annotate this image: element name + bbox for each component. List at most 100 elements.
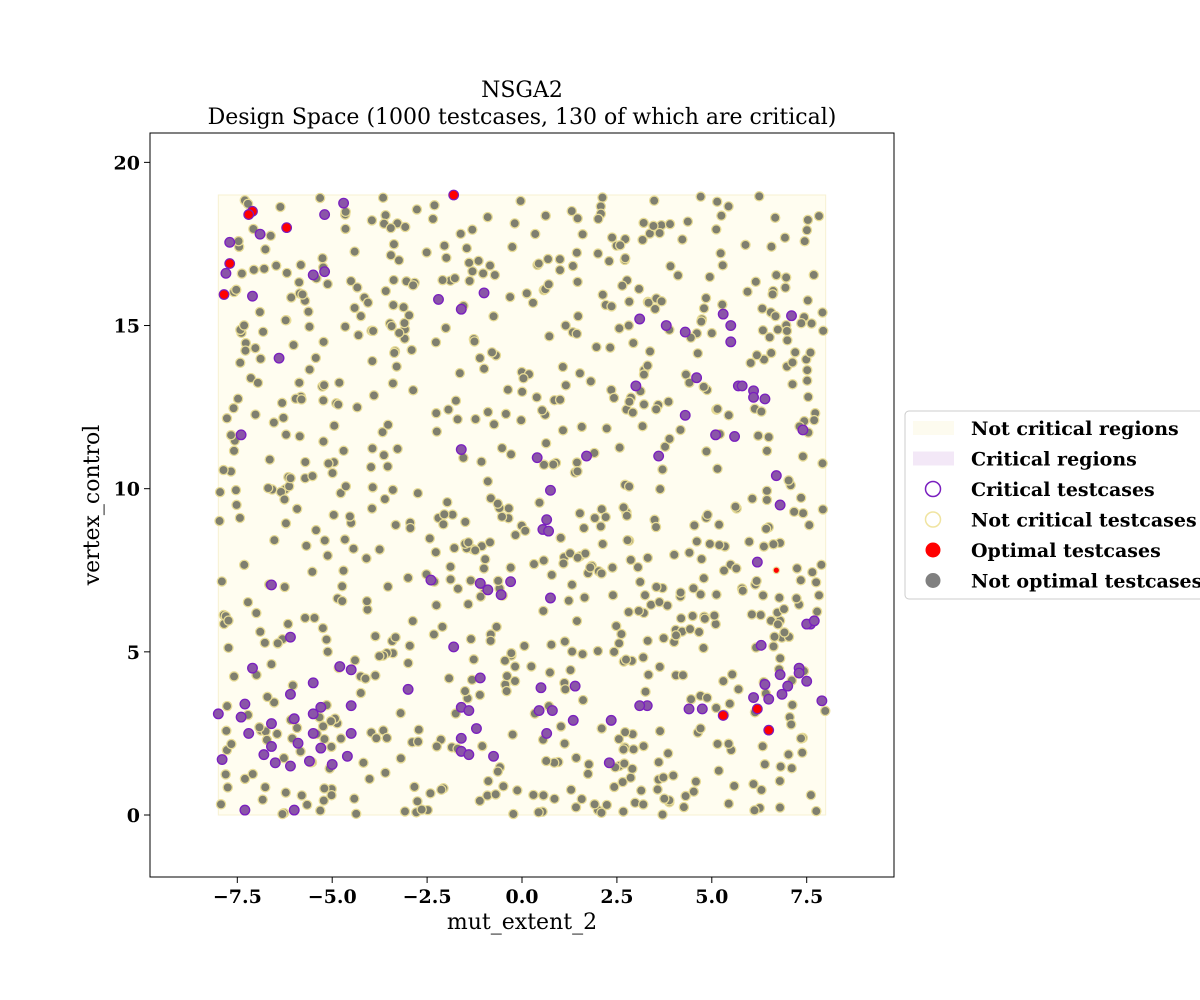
testcase-point [454,367,466,379]
testcase-point [529,228,541,240]
testcase-point [654,725,666,737]
testcase-point [374,544,385,555]
critical-testcase-point [266,579,277,591]
testcase-point [618,806,629,817]
testcase-point [473,255,484,267]
testcase-point [322,646,334,657]
testcase-point [770,310,781,322]
testcase-point [437,274,448,286]
testcase-point [526,661,537,672]
testcase-point [775,761,786,772]
testcase-point [572,213,583,224]
testcase-point [344,511,356,522]
testcase-point [515,414,527,426]
testcase-point [782,335,793,346]
testcase-point [589,512,601,524]
testcase-point [321,634,332,645]
critical-testcase-point [455,303,467,315]
critical-testcase-point [303,755,315,767]
testcase-point [752,430,764,441]
testcase-point [502,384,514,395]
testcase-point [242,596,254,608]
testcase-point [280,315,291,326]
testcase-point [282,618,294,630]
testcase-point [737,585,749,597]
testcase-point [300,456,311,468]
testcase-point [318,795,330,806]
testcase-point [271,728,283,740]
testcase-point [317,721,329,732]
testcase-point [366,503,378,514]
testcase-point [483,775,494,787]
critical-testcase-point [345,664,357,676]
testcase-point [763,431,774,443]
critical-testcase-point [634,313,646,325]
testcase-point [406,344,417,356]
testcase-point [813,590,825,601]
critical-testcase-point [605,714,617,726]
chart-title: NSGA2 [481,78,563,103]
testcase-point [296,790,308,801]
critical-testcase-point [433,293,444,305]
testcase-point [764,332,775,343]
testcase-point [228,445,240,457]
testcase-point [546,569,558,581]
testcase-point [791,593,802,604]
testcase-point [367,355,378,367]
testcase-point [221,725,232,737]
testcase-point [318,395,329,406]
critical-testcase-point [307,727,319,739]
critical-testcase-point [239,804,251,816]
testcase-point [796,317,807,329]
testcase-point [220,769,231,780]
testcase-point [231,284,242,296]
testcase-point [555,532,567,544]
testcase-point [488,311,499,322]
critical-testcase-point [545,592,556,604]
testcase-point [378,449,390,461]
testcase-point [766,241,777,252]
critical-testcase-point [266,741,277,752]
testcase-point [393,255,405,266]
testcase-point [221,413,233,424]
testcase-point [443,673,455,684]
testcase-point [393,327,405,339]
testcase-point [642,635,653,647]
testcase-point [365,461,377,473]
testcase-point [399,806,411,817]
testcase-point [623,320,635,331]
critical-testcase-point [334,661,346,672]
testcase-point [604,342,616,353]
testcase-point [443,404,454,415]
testcase-point [657,464,668,475]
testcase-point [689,520,700,531]
testcase-point [485,635,496,647]
testcase-point [528,789,539,801]
testcase-point [362,297,374,308]
testcase-point [377,192,389,203]
testcase-point [668,770,679,781]
testcase-point [757,590,769,601]
testcase-point [362,604,373,615]
testcase-point [269,534,280,546]
testcase-point [399,317,410,329]
testcase-point [361,553,372,564]
optimal-testcase-point [281,222,293,234]
critical-testcase-point [254,228,266,240]
testcase-point [402,657,414,669]
testcase-point [412,487,424,499]
testcase-point [351,402,363,413]
testcase-point [431,426,443,437]
testcase-point [388,239,400,250]
testcase-point [285,292,297,303]
testcase-point [680,790,691,802]
testcase-point [402,572,414,584]
critical-testcase-point [679,326,691,338]
testcase-point [440,322,452,334]
testcase-point [445,561,456,573]
testcase-point [506,647,517,659]
testcase-point [620,654,632,665]
testcase-point [688,583,699,594]
testcase-point [603,255,615,267]
testcase-point [578,522,590,534]
